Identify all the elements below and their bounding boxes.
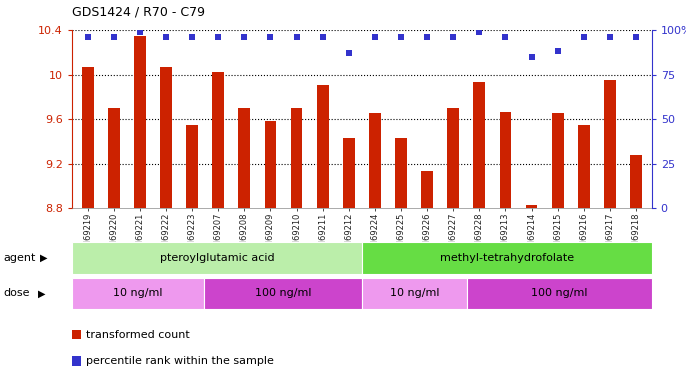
Point [370,34,381,40]
Bar [630,155,642,208]
Text: GDS1424 / R70 - C79: GDS1424 / R70 - C79 [72,6,205,19]
Point [213,34,224,40]
Text: 100 ng/ml: 100 ng/ml [255,288,311,298]
Bar [343,138,355,208]
Bar [265,121,276,208]
Point [578,34,589,40]
Bar [291,108,303,208]
Point [474,29,485,35]
Bar [72,242,362,274]
Point [526,54,537,60]
Bar [467,278,652,309]
Bar [239,108,250,208]
Bar [317,84,329,208]
Text: 100 ng/ml: 100 ng/ml [531,288,588,298]
Text: 10 ng/ml: 10 ng/ml [113,288,163,298]
Point [317,34,328,40]
Point [134,29,145,35]
Point [552,48,563,54]
Bar [369,114,381,208]
Point [604,34,615,40]
Point [265,34,276,40]
Bar [499,112,511,208]
Point [82,34,93,40]
Bar [578,124,590,208]
Text: agent: agent [3,253,36,263]
Bar [604,80,616,208]
Bar [362,278,467,309]
Text: transformed count: transformed count [86,330,190,340]
Text: percentile rank within the sample: percentile rank within the sample [86,356,274,366]
Text: ▶: ▶ [40,253,47,263]
Text: methyl-tetrahydrofolate: methyl-tetrahydrofolate [440,253,574,263]
Point [161,34,172,40]
Point [396,34,407,40]
Text: pteroylglutamic acid: pteroylglutamic acid [160,253,274,263]
Point [422,34,433,40]
Point [448,34,459,40]
Point [630,34,641,40]
Text: ▶: ▶ [38,288,45,298]
Bar [108,108,119,208]
Text: dose: dose [3,288,30,298]
Point [291,34,302,40]
Point [500,34,511,40]
Bar [362,242,652,274]
Bar [213,72,224,208]
Text: 10 ng/ml: 10 ng/ml [390,288,439,298]
Bar [82,67,93,208]
Bar [72,278,204,309]
Point [108,34,119,40]
Bar [525,205,537,208]
Point [239,34,250,40]
Bar [160,67,172,208]
Bar [447,108,459,208]
Bar [473,82,485,208]
Bar [187,124,198,208]
Bar [552,114,564,208]
Bar [204,278,362,309]
Point [187,34,198,40]
Bar [395,138,407,208]
Bar [134,36,146,208]
Point [343,50,354,56]
Bar [421,171,433,208]
